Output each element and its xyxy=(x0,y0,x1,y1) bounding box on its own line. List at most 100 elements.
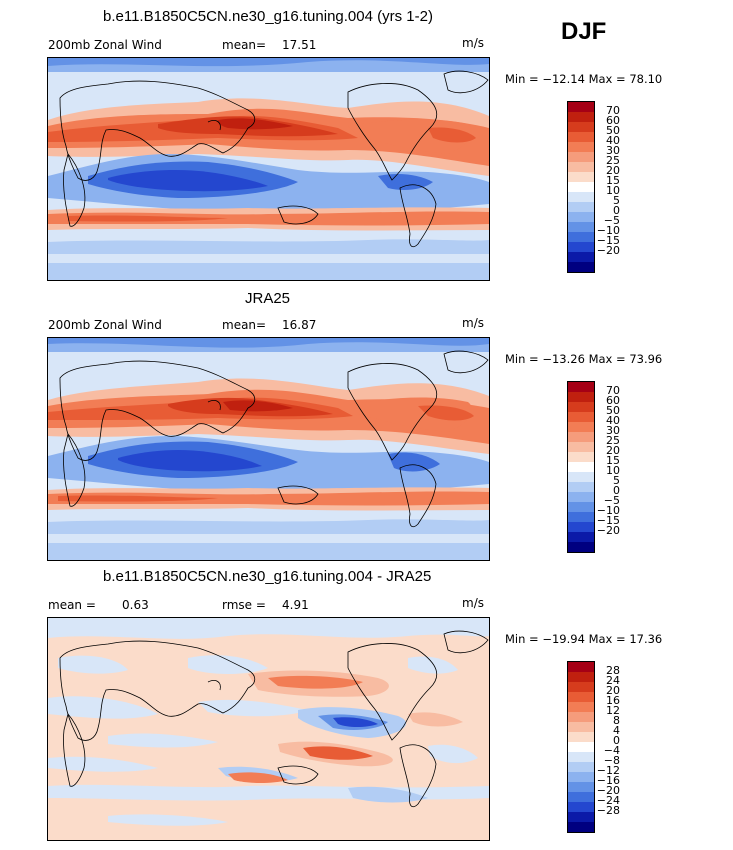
colorbar-tick-label: 5 xyxy=(613,194,620,207)
minmax-row: Min = −19.94 Max = 17.36 xyxy=(505,632,662,646)
min-label: Min = xyxy=(505,352,543,366)
panel-title: b.e11.B1850C5CN.ne30_g16.tuning.004 - JR… xyxy=(103,568,432,585)
colorbar-swatch xyxy=(568,172,594,182)
colorbar-swatch xyxy=(568,472,594,482)
colorbar-swatch xyxy=(568,102,594,112)
colorbar-tick-label: −10 xyxy=(596,224,620,237)
colorbar-swatch xyxy=(568,152,594,162)
colorbar-tick-label: 60 xyxy=(606,394,620,407)
colorbar-tick-label: −5 xyxy=(603,494,620,507)
colorbar-swatch xyxy=(568,672,594,682)
contour-field xyxy=(48,338,489,560)
colorbar-tick-label: 15 xyxy=(606,174,620,187)
panel-title: JRA25 xyxy=(245,290,291,307)
rmse-value: 4.91 xyxy=(282,598,309,612)
colorbar-swatch xyxy=(568,412,594,422)
variable-label: 200mb Zonal Wind xyxy=(48,38,162,52)
colorbar-swatch xyxy=(568,122,594,132)
colorbar-swatch xyxy=(568,822,594,832)
colorbar-swatch xyxy=(568,512,594,522)
colorbar-swatch xyxy=(568,162,594,172)
colorbar-swatch xyxy=(568,422,594,432)
colorbar-tick-label: 50 xyxy=(606,124,620,137)
contour-field xyxy=(48,618,489,840)
colorbar-tick-label: −16 xyxy=(596,774,620,787)
max-value: 17.36 xyxy=(629,632,663,646)
colorbar-tick-label: −20 xyxy=(596,244,620,257)
colorbar-swatch xyxy=(568,382,594,392)
colorbar-swatch xyxy=(568,722,594,732)
colorbar-swatch xyxy=(568,252,594,262)
colorbar-swatch xyxy=(568,762,594,772)
colorbar-tick-label: 10 xyxy=(606,464,620,477)
colorbar-tick-label: 50 xyxy=(606,404,620,417)
colorbar-swatch xyxy=(568,792,594,802)
colorbar-tick-label: 20 xyxy=(606,164,620,177)
colorbar-tick-label: 60 xyxy=(606,114,620,127)
colorbar-tick-label: −20 xyxy=(596,784,620,797)
max-value: 78.10 xyxy=(629,72,663,86)
colorbar-swatch xyxy=(568,742,594,752)
colorbar-tick-label: 25 xyxy=(606,154,620,167)
colorbar-swatch xyxy=(568,522,594,532)
colorbar-swatch xyxy=(568,782,594,792)
colorbar-swatch xyxy=(568,182,594,192)
map-panel-obs xyxy=(47,337,490,561)
colorbar-swatch xyxy=(568,752,594,762)
min-label: Min = xyxy=(505,72,543,86)
colorbar-tick-label: 15 xyxy=(606,454,620,467)
colorbar-swatch xyxy=(568,202,594,212)
minmax-row: Min = −12.14 Max = 78.10 xyxy=(505,72,662,86)
colorbar-swatch xyxy=(568,732,594,742)
season-label: DJF xyxy=(561,18,607,45)
max-label: Max = xyxy=(588,72,630,86)
mean-label: mean= xyxy=(222,318,267,332)
colorbar-tick-label: 30 xyxy=(606,144,620,157)
units-label: m/s xyxy=(462,316,484,330)
colorbar-tick-label: −5 xyxy=(603,214,620,227)
colorbar-tick-label: −10 xyxy=(596,504,620,517)
colorbar-tick-label: 20 xyxy=(606,444,620,457)
colorbar-swatch xyxy=(568,542,594,552)
colorbar-tick-label: −4 xyxy=(603,744,620,757)
colorbar-swatch xyxy=(568,692,594,702)
colorbar-swatch xyxy=(568,462,594,472)
units-label: m/s xyxy=(462,596,484,610)
colorbar-swatch xyxy=(568,262,594,272)
colorbar-swatch xyxy=(568,702,594,712)
colorbar-swatch xyxy=(568,112,594,122)
colorbar-swatch xyxy=(568,712,594,722)
min-value: −13.26 xyxy=(542,352,585,366)
colorbar-swatch xyxy=(568,442,594,452)
colorbar-tick-label: 30 xyxy=(606,424,620,437)
colorbar xyxy=(567,101,595,273)
colorbar-swatch xyxy=(568,402,594,412)
colorbar-tick-label: 28 xyxy=(606,664,620,677)
colorbar-tick-label: −8 xyxy=(603,754,620,767)
colorbar-swatch xyxy=(568,532,594,542)
colorbar-tick-label: 12 xyxy=(606,704,620,717)
mean-value: 0.63 xyxy=(122,598,149,612)
map-panel-diff xyxy=(47,617,490,841)
colorbar-tick-label: 10 xyxy=(606,184,620,197)
colorbar-tick-label: 16 xyxy=(606,694,620,707)
panel-title: b.e11.B1850C5CN.ne30_g16.tuning.004 (yrs… xyxy=(103,8,433,25)
colorbar-swatch xyxy=(568,682,594,692)
colorbar-swatch xyxy=(568,502,594,512)
colorbar-swatch xyxy=(568,222,594,232)
colorbar-tick-label: −24 xyxy=(596,794,620,807)
rmse-label: rmse = xyxy=(222,598,266,612)
colorbar-swatch xyxy=(568,772,594,782)
colorbar-tick-label: −28 xyxy=(596,804,620,817)
colorbar-tick-label: 70 xyxy=(606,384,620,397)
colorbar-tick-label: −12 xyxy=(596,764,620,777)
colorbar-tick-label: 40 xyxy=(606,414,620,427)
colorbar-tick-label: 0 xyxy=(613,204,620,217)
colorbar-tick-label: 8 xyxy=(613,714,620,727)
colorbar-tick-label: 40 xyxy=(606,134,620,147)
colorbar-swatch xyxy=(568,662,594,672)
mean-label: mean = xyxy=(48,598,96,612)
colorbar-tick-label: −15 xyxy=(596,234,620,247)
colorbar-swatch xyxy=(568,432,594,442)
colorbar-swatch xyxy=(568,452,594,462)
